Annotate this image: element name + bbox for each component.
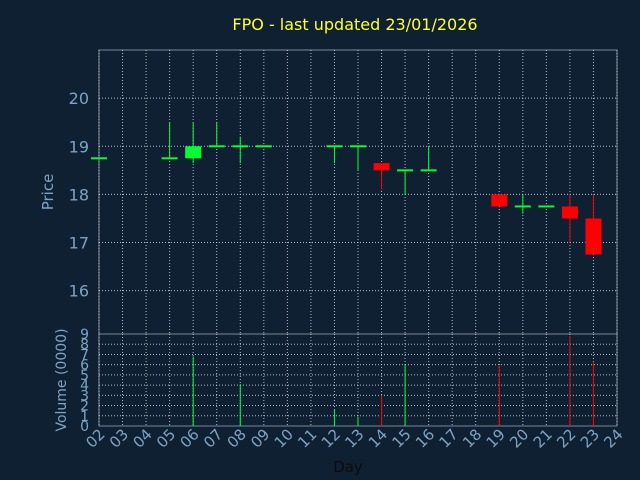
volume-tick-label: 9 — [80, 327, 89, 343]
x-tick-label: 19 — [483, 425, 509, 451]
volume-tick-label: 0 — [80, 419, 89, 435]
price-axis-label: Price — [39, 174, 57, 211]
x-tick-label: 12 — [318, 425, 344, 451]
x-tick-label: 05 — [153, 425, 179, 451]
volume-tick-label: 5 — [80, 368, 89, 384]
candle-body — [585, 218, 602, 255]
candle-body — [91, 157, 107, 160]
volume-tick-label: 6 — [80, 358, 89, 374]
chart-title: FPO - last updated 23/01/2026 — [232, 15, 477, 34]
x-tick-label: 16 — [412, 425, 438, 451]
volume-tick-label: 4 — [80, 378, 89, 394]
candle-body — [255, 145, 272, 148]
x-tick-label: 09 — [247, 425, 273, 451]
volume-tick-label: 2 — [80, 399, 89, 415]
volume-tick-label: 7 — [80, 347, 89, 363]
candle-body — [538, 205, 555, 208]
candle-body — [491, 194, 508, 207]
volume-tick-label: 1 — [80, 409, 89, 425]
volume-tick-label: 3 — [80, 388, 89, 404]
x-tick-label: 06 — [177, 425, 203, 451]
candle-body — [208, 145, 225, 148]
price-tick-label: 20 — [69, 89, 89, 108]
candle-body — [514, 205, 531, 208]
candle-body — [161, 157, 178, 160]
x-tick-label: 23 — [577, 425, 603, 451]
x-tick-label: 14 — [365, 425, 391, 451]
candle-body — [232, 145, 249, 148]
x-tick-label: 21 — [530, 425, 556, 451]
price-candles — [91, 122, 602, 255]
x-tick-label: 15 — [388, 425, 414, 451]
candle-body — [397, 169, 414, 172]
x-tick-label: 13 — [341, 425, 367, 451]
x-tick-label: 18 — [459, 425, 485, 451]
x-tick-label: 03 — [106, 425, 132, 451]
x-tick-label: 07 — [200, 425, 226, 451]
price-tick-label: 17 — [69, 234, 89, 253]
x-tick-label: 08 — [224, 425, 250, 451]
price-tick-label: 16 — [69, 282, 89, 301]
candle-body — [373, 163, 390, 171]
volume-tick-label: 8 — [80, 337, 89, 353]
x-axis-label: Day — [333, 458, 363, 476]
candle-body — [350, 145, 366, 148]
volume-bars — [192, 336, 594, 426]
x-tick-label: 24 — [600, 425, 626, 451]
x-tick-label: 17 — [436, 425, 462, 451]
candle-body — [185, 146, 202, 159]
candle-body — [326, 145, 343, 148]
x-tick-label: 11 — [294, 425, 320, 451]
volume-axis-label: Volume (0000) — [54, 328, 70, 431]
candle-body — [420, 169, 437, 172]
price-tick-label: 19 — [69, 137, 89, 156]
x-tick-label: 04 — [129, 425, 155, 451]
x-tick-label: 20 — [506, 425, 532, 451]
x-tick-label: 22 — [553, 425, 579, 451]
candle-body — [561, 206, 578, 219]
price-tick-label: 18 — [69, 185, 89, 204]
x-tick-label: 10 — [271, 425, 297, 451]
